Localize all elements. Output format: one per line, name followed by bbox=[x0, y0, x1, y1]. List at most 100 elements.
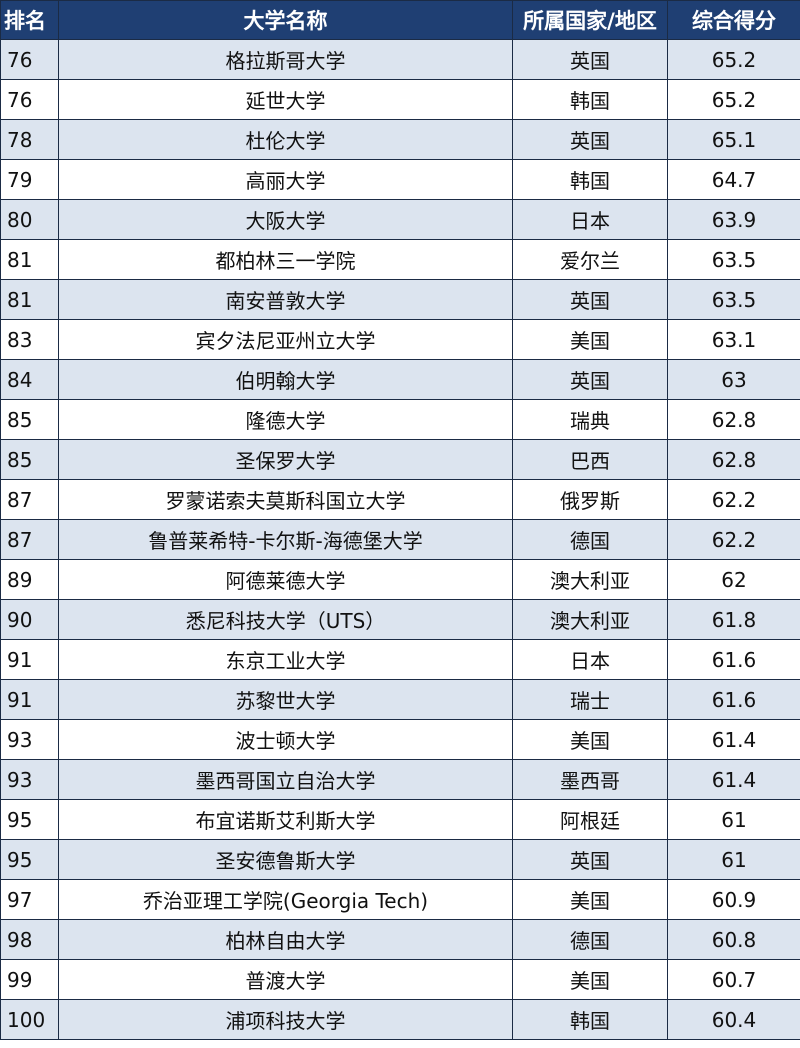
region-cell: 巴西 bbox=[512, 439, 668, 480]
rank-cell: 93 bbox=[0, 719, 59, 760]
table-row: 100 浦项科技大学 韩国 60.4 bbox=[0, 999, 800, 1040]
university-name-cell: 墨西哥国立自治大学 bbox=[58, 759, 513, 800]
rank-cell: 85 bbox=[0, 439, 59, 480]
university-name-cell: 杜伦大学 bbox=[58, 119, 513, 160]
university-name-cell: 阿德莱德大学 bbox=[58, 559, 513, 600]
header-score: 综合得分 bbox=[667, 0, 800, 40]
rank-cell: 89 bbox=[0, 559, 59, 600]
university-name-cell: 罗蒙诺索夫莫斯科国立大学 bbox=[58, 479, 513, 520]
university-name-cell: 苏黎世大学 bbox=[58, 679, 513, 720]
university-name-cell: 延世大学 bbox=[58, 79, 513, 120]
region-cell: 美国 bbox=[512, 879, 668, 920]
table-row: 83 宾夕法尼亚州立大学 美国 63.1 bbox=[0, 319, 800, 360]
rank-cell: 98 bbox=[0, 919, 59, 960]
university-name-cell: 东京工业大学 bbox=[58, 639, 513, 680]
table-row: 95 布宜诺斯艾利斯大学 阿根廷 61 bbox=[0, 799, 800, 840]
table-row: 87 罗蒙诺索夫莫斯科国立大学 俄罗斯 62.2 bbox=[0, 479, 800, 520]
rank-cell: 91 bbox=[0, 679, 59, 720]
region-cell: 英国 bbox=[512, 279, 668, 320]
university-name-cell: 伯明翰大学 bbox=[58, 359, 513, 400]
region-cell: 日本 bbox=[512, 639, 668, 680]
region-cell: 澳大利亚 bbox=[512, 599, 668, 640]
table-row: 90 悉尼科技大学（UTS） 澳大利亚 61.8 bbox=[0, 599, 800, 640]
score-cell: 60.9 bbox=[667, 879, 800, 920]
region-cell: 美国 bbox=[512, 959, 668, 1000]
score-cell: 65.2 bbox=[667, 39, 800, 80]
score-cell: 62.8 bbox=[667, 439, 800, 480]
score-cell: 63.5 bbox=[667, 239, 800, 280]
university-name-cell: 大阪大学 bbox=[58, 199, 513, 240]
table-row: 84 伯明翰大学 英国 63 bbox=[0, 359, 800, 400]
rank-cell: 81 bbox=[0, 239, 59, 280]
rank-cell: 84 bbox=[0, 359, 59, 400]
table-row: 93 墨西哥国立自治大学 墨西哥 61.4 bbox=[0, 759, 800, 800]
rank-cell: 79 bbox=[0, 159, 59, 200]
region-cell: 阿根廷 bbox=[512, 799, 668, 840]
score-cell: 61.6 bbox=[667, 639, 800, 680]
table-row: 78 杜伦大学 英国 65.1 bbox=[0, 119, 800, 160]
region-cell: 墨西哥 bbox=[512, 759, 668, 800]
score-cell: 63.1 bbox=[667, 319, 800, 360]
score-cell: 65.1 bbox=[667, 119, 800, 160]
university-name-cell: 南安普敦大学 bbox=[58, 279, 513, 320]
region-cell: 德国 bbox=[512, 519, 668, 560]
rank-cell: 76 bbox=[0, 79, 59, 120]
table-row: 80 大阪大学 日本 63.9 bbox=[0, 199, 800, 240]
table-row: 89 阿德莱德大学 澳大利亚 62 bbox=[0, 559, 800, 600]
region-cell: 日本 bbox=[512, 199, 668, 240]
region-cell: 韩国 bbox=[512, 79, 668, 120]
score-cell: 63 bbox=[667, 359, 800, 400]
region-cell: 英国 bbox=[512, 39, 668, 80]
university-name-cell: 隆德大学 bbox=[58, 399, 513, 440]
region-cell: 美国 bbox=[512, 319, 668, 360]
region-cell: 爱尔兰 bbox=[512, 239, 668, 280]
header-name: 大学名称 bbox=[58, 0, 513, 40]
university-name-cell: 浦项科技大学 bbox=[58, 999, 513, 1040]
table-row: 79 高丽大学 韩国 64.7 bbox=[0, 159, 800, 200]
score-cell: 61 bbox=[667, 839, 800, 880]
score-cell: 62.8 bbox=[667, 399, 800, 440]
rank-cell: 83 bbox=[0, 319, 59, 360]
region-cell: 瑞典 bbox=[512, 399, 668, 440]
score-cell: 60.4 bbox=[667, 999, 800, 1040]
university-name-cell: 柏林自由大学 bbox=[58, 919, 513, 960]
region-cell: 韩国 bbox=[512, 159, 668, 200]
region-cell: 俄罗斯 bbox=[512, 479, 668, 520]
table-row: 76 格拉斯哥大学 英国 65.2 bbox=[0, 39, 800, 80]
table-header: 排名 大学名称 所属国家/地区 综合得分 bbox=[0, 0, 800, 40]
region-cell: 英国 bbox=[512, 359, 668, 400]
score-cell: 64.7 bbox=[667, 159, 800, 200]
rank-cell: 100 bbox=[0, 999, 59, 1040]
rank-cell: 97 bbox=[0, 879, 59, 920]
table-row: 91 东京工业大学 日本 61.6 bbox=[0, 639, 800, 680]
rank-cell: 93 bbox=[0, 759, 59, 800]
university-name-cell: 鲁普莱希特-卡尔斯-海德堡大学 bbox=[58, 519, 513, 560]
score-cell: 63.5 bbox=[667, 279, 800, 320]
rank-cell: 78 bbox=[0, 119, 59, 160]
university-name-cell: 悉尼科技大学（UTS） bbox=[58, 599, 513, 640]
table-row: 87 鲁普莱希特-卡尔斯-海德堡大学 德国 62.2 bbox=[0, 519, 800, 560]
score-cell: 65.2 bbox=[667, 79, 800, 120]
rank-cell: 87 bbox=[0, 479, 59, 520]
table-row: 85 圣保罗大学 巴西 62.8 bbox=[0, 439, 800, 480]
rank-cell: 90 bbox=[0, 599, 59, 640]
university-name-cell: 乔治亚理工学院(Georgia Tech) bbox=[58, 879, 513, 920]
university-name-cell: 格拉斯哥大学 bbox=[58, 39, 513, 80]
university-name-cell: 布宜诺斯艾利斯大学 bbox=[58, 799, 513, 840]
table-row: 98 柏林自由大学 德国 60.8 bbox=[0, 919, 800, 960]
rank-cell: 95 bbox=[0, 799, 59, 840]
rank-cell: 95 bbox=[0, 839, 59, 880]
score-cell: 60.8 bbox=[667, 919, 800, 960]
rank-cell: 91 bbox=[0, 639, 59, 680]
score-cell: 61.4 bbox=[667, 719, 800, 760]
score-cell: 60.7 bbox=[667, 959, 800, 1000]
university-name-cell: 高丽大学 bbox=[58, 159, 513, 200]
university-name-cell: 波士顿大学 bbox=[58, 719, 513, 760]
region-cell: 韩国 bbox=[512, 999, 668, 1040]
university-name-cell: 普渡大学 bbox=[58, 959, 513, 1000]
rank-cell: 76 bbox=[0, 39, 59, 80]
rank-cell: 80 bbox=[0, 199, 59, 240]
table-row: 93 波士顿大学 美国 61.4 bbox=[0, 719, 800, 760]
table-row: 99 普渡大学 美国 60.7 bbox=[0, 959, 800, 1000]
score-cell: 62 bbox=[667, 559, 800, 600]
